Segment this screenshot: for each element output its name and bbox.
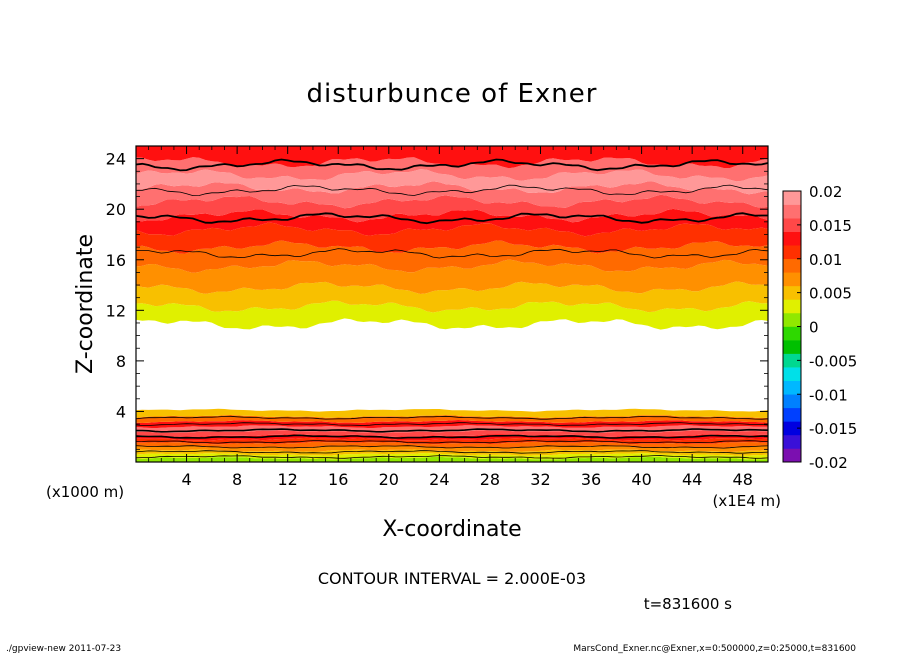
colorbar: 0.02 0.015 0.01 0.005 0 -0.005 -0.01 -0.015 -0.0…	[782, 183, 857, 472]
x-tick-label: 16	[328, 470, 348, 489]
colorbar-segment	[783, 258, 801, 273]
colorbar-tick-label: 0.01	[809, 251, 842, 269]
x-tick-label: 40	[631, 470, 651, 489]
colorbar-segment	[783, 353, 801, 368]
x-axis-ticks: 4 8 12 16 20 24 28 32 36 40 44 48	[148, 146, 756, 489]
colorbar-segment	[783, 340, 801, 354]
colorbar-segment	[783, 407, 801, 422]
colorbar-tick-label: -0.005	[809, 352, 857, 370]
contour-band	[136, 259, 768, 294]
contour-band	[136, 222, 768, 254]
contour-band	[136, 281, 768, 313]
contour-line	[135, 415, 769, 420]
x-tick-label: 24	[429, 470, 449, 489]
contour-line	[136, 184, 769, 197]
y-tick-label: 8	[116, 352, 126, 371]
colorbar-segment	[783, 394, 801, 409]
footer-left: ./gpview-new 2011-07-23	[6, 644, 121, 654]
colorbar-tick-label: -0.015	[809, 420, 857, 438]
colorbar-segment	[783, 326, 801, 341]
footer-right: MarsCond_Exner.nc@Exner,x=0:500000,z=0:2…	[573, 644, 856, 654]
x-axis-label: X-coordinate	[382, 517, 521, 542]
colorbar-segment	[783, 231, 801, 246]
colorbar-segment	[783, 218, 801, 232]
x-tick-label: 36	[581, 470, 601, 489]
contour-band	[136, 169, 768, 195]
upper-bands	[136, 146, 768, 330]
y-tick-label: 12	[106, 301, 126, 320]
y-axis-label: Z-coordinate	[73, 234, 98, 374]
contour-band	[136, 208, 768, 237]
contour-line	[136, 248, 769, 259]
contour-band	[136, 408, 768, 418]
colorbar-segment	[783, 434, 801, 449]
contour-line	[135, 158, 769, 172]
contour-interval-label: CONTOUR INTERVAL = 2.000E-03	[318, 569, 586, 588]
x-tick-label: 48	[733, 470, 753, 489]
y-tick-label: 20	[106, 200, 126, 219]
contour-lines	[135, 158, 769, 459]
y-tick-label: 16	[106, 251, 126, 270]
x-tick-label: 28	[480, 470, 500, 489]
contour-line	[135, 212, 768, 225]
colorbar-tick-label: -0.01	[809, 386, 848, 404]
x-tick-label: 4	[181, 470, 191, 489]
colorbar-tick-label: -0.02	[809, 454, 848, 472]
x-tick-label: 12	[278, 470, 298, 489]
contour-line	[135, 422, 769, 426]
contour-band	[136, 420, 768, 429]
contour-line	[135, 455, 769, 459]
colorbar-segment	[783, 204, 801, 219]
colorbar-segment	[783, 380, 801, 395]
colorbar-segment	[783, 367, 801, 381]
contour-line	[135, 440, 769, 444]
y-tick-label: 4	[116, 402, 126, 421]
contour-line	[135, 434, 769, 439]
contour-band	[136, 441, 768, 448]
x-tick-label: 20	[379, 470, 399, 489]
colorbar-segment	[783, 299, 801, 314]
contour-band	[136, 146, 768, 169]
colorbar-segment	[783, 272, 801, 287]
plot-area	[135, 145, 769, 463]
contour-band	[136, 194, 768, 223]
x-tick-label: 32	[530, 470, 550, 489]
contour-band	[136, 445, 768, 452]
contour-band	[136, 430, 768, 437]
x-axis-unit: (x1E4 m)	[712, 492, 781, 510]
y-axis-ticks: 4 8 12 16 20 24	[106, 150, 768, 450]
time-label: t=831600 s	[644, 595, 732, 613]
contour-band	[136, 415, 768, 423]
chart-title: disturbunce of Exner	[307, 79, 598, 109]
contour-line	[135, 445, 769, 449]
contour-band	[136, 437, 768, 445]
colorbar-tick-label: 0.015	[809, 217, 852, 235]
contour-band	[136, 157, 768, 182]
colorbar-segment	[783, 191, 801, 205]
contour-band	[136, 240, 768, 273]
y-axis-unit: (x1000 m)	[46, 483, 124, 501]
colorbar-segment	[783, 285, 801, 300]
colorbar-segment	[783, 245, 801, 260]
y-tick-label: 24	[106, 150, 126, 169]
x-tick-label: 8	[232, 470, 242, 489]
contour-line	[135, 450, 769, 454]
contour-line	[136, 428, 769, 433]
contour-band	[136, 300, 768, 330]
colorbar-segment	[783, 448, 801, 463]
colorbar-tick-label: 0.005	[809, 285, 852, 303]
colorbar-tick-label: 0.02	[809, 183, 842, 201]
contour-band	[136, 181, 768, 209]
colorbar-segment	[783, 312, 801, 327]
x-tick-label: 44	[682, 470, 702, 489]
colorbar-tick-label: 0	[809, 319, 819, 337]
colorbar-segment	[783, 421, 801, 436]
